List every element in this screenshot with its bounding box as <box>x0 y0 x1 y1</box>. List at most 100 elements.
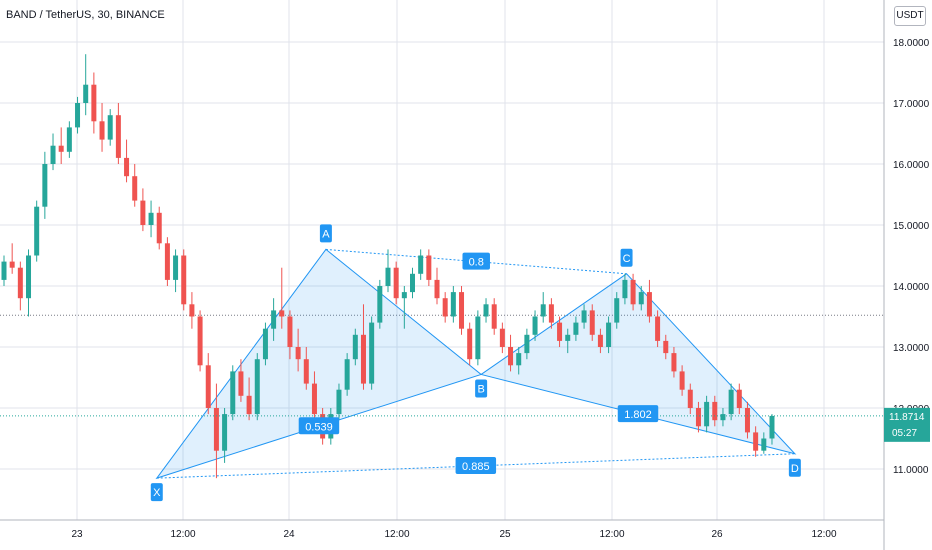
candle-body <box>213 408 219 451</box>
x-tick-label: 12:00 <box>170 529 195 540</box>
candle-body <box>344 359 350 390</box>
candle-body <box>181 255 187 305</box>
candle-body <box>295 347 301 360</box>
candle-body <box>753 432 759 451</box>
candle-body <box>66 127 72 152</box>
candle-body <box>663 340 669 354</box>
candle-body <box>189 304 195 317</box>
candle-body <box>499 328 505 347</box>
candle-body <box>262 328 268 360</box>
pattern-point-badge <box>150 483 163 502</box>
candle-body <box>156 212 162 244</box>
candle-body <box>311 383 317 415</box>
candle-body <box>524 334 530 354</box>
candle-body <box>99 121 105 140</box>
pattern-point-badge <box>620 248 633 267</box>
ratio-label: 0.885 <box>462 461 490 473</box>
candle-body <box>687 389 693 408</box>
candle-body <box>393 267 399 299</box>
pattern-point-badge <box>788 458 801 477</box>
candle-body <box>467 328 473 360</box>
y-tick-label: 15.0000 <box>893 221 930 232</box>
candle-body <box>508 347 514 366</box>
candle-body <box>173 255 179 280</box>
candle-body <box>491 304 497 329</box>
candle-body <box>442 298 448 317</box>
candle-body <box>83 84 89 103</box>
candle-body <box>638 292 644 305</box>
candle-body <box>450 292 456 317</box>
candle-body <box>148 212 154 225</box>
pattern-point-label: B <box>477 383 484 395</box>
candle-body <box>540 304 546 317</box>
candle-body <box>132 176 138 201</box>
candle-body <box>91 84 97 122</box>
candle-body <box>197 316 203 366</box>
x-tick-label: 12:00 <box>384 529 409 540</box>
y-tick-label: 16.0000 <box>893 160 930 171</box>
candle-body <box>573 322 579 335</box>
y-tick-label: 13.0000 <box>893 343 930 354</box>
candle-body <box>695 408 701 427</box>
ratio-label: 1.802 <box>624 409 652 421</box>
candle-body <box>377 286 383 323</box>
pattern-point-label: C <box>623 253 631 265</box>
candle-body <box>704 401 710 427</box>
candle-body <box>75 103 81 128</box>
candle-body <box>418 255 424 274</box>
x-tick-label: 26 <box>711 529 723 540</box>
candle-body <box>140 200 146 225</box>
pattern-point-label: D <box>791 463 799 475</box>
candle-body <box>1 261 7 280</box>
candle-body <box>459 292 465 329</box>
candle-body <box>107 115 113 140</box>
x-tick-label: 24 <box>283 529 295 540</box>
candle-body <box>671 353 677 372</box>
pattern-dotted-line <box>156 453 795 479</box>
x-tick-label: 23 <box>71 529 83 540</box>
candle-body <box>222 414 228 451</box>
candle-body <box>271 310 277 329</box>
candle-body <box>614 298 620 323</box>
ratio-badge <box>617 405 659 423</box>
candle-body <box>565 334 571 341</box>
candle-body <box>630 279 636 305</box>
candle-body <box>352 334 358 360</box>
candle-body <box>58 145 64 152</box>
candle-body <box>426 255 432 280</box>
candle-body <box>581 310 587 323</box>
candle-body <box>597 334 603 347</box>
candle-body <box>254 359 260 415</box>
currency-button[interactable]: USDT <box>894 6 926 26</box>
candle-body <box>230 371 236 415</box>
ratio-badge <box>455 456 497 474</box>
candle-body <box>475 316 481 360</box>
candle-body <box>287 316 293 347</box>
candle-body <box>279 310 285 317</box>
candle-body <box>655 316 661 341</box>
candle-body <box>17 267 23 299</box>
y-tick-label: 14.0000 <box>893 282 930 293</box>
ratio-label: 0.8 <box>469 257 484 269</box>
candle-body <box>124 157 130 177</box>
pattern-point-badge <box>475 379 488 398</box>
ratio-label: 0.539 <box>305 421 333 433</box>
y-tick-label: 18.0000 <box>893 38 930 49</box>
candle-body <box>720 414 726 421</box>
pattern-point-label: X <box>153 487 161 499</box>
x-tick-label: 12:00 <box>599 529 624 540</box>
candle-body <box>646 292 652 317</box>
candle-body <box>385 267 391 286</box>
candle-body <box>26 255 32 299</box>
candle-body <box>712 401 718 421</box>
candle-body <box>728 389 734 415</box>
candle-body <box>769 415 775 439</box>
ratio-badge <box>462 252 490 270</box>
current-price-badge-bg <box>884 407 930 442</box>
candle-body <box>532 316 538 335</box>
candle-body <box>164 243 170 280</box>
candle-body <box>744 408 750 433</box>
candle-body <box>483 304 489 317</box>
candle-body <box>205 365 211 408</box>
